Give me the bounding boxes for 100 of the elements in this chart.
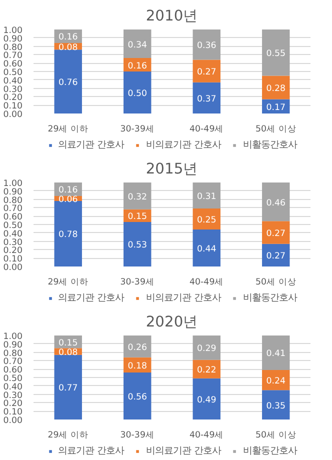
x-tick-label: 50세 이상	[255, 278, 296, 288]
data-label: 0.26	[128, 342, 148, 353]
y-tick-label: 0.70	[3, 357, 23, 368]
data-label: 0.16	[58, 186, 78, 196]
y-tick-label: 0.80	[3, 196, 23, 206]
x-tick-label: 40-49세	[190, 278, 224, 288]
y-tick-label: 0.40	[3, 229, 23, 240]
legend-label: 비활동간호사	[242, 138, 297, 152]
y-tick-label: 0.30	[3, 238, 23, 248]
y-tick-label: 0.30	[3, 84, 23, 95]
bar	[192, 60, 220, 82]
chart-title: 2020년	[146, 314, 198, 330]
bar	[124, 336, 152, 358]
y-tick-label: 0.50	[3, 68, 23, 78]
legend-label: 의료기관 간호사	[58, 138, 124, 152]
data-label: 0.16	[58, 32, 78, 43]
y-tick-label: 0.70	[3, 204, 23, 214]
data-label: 0.77	[58, 384, 78, 394]
x-tick-label: 30-39세	[120, 430, 154, 440]
data-label: 0.44	[196, 244, 217, 255]
y-tick-label: 0.10	[3, 102, 23, 112]
y-tick-label: 0.90	[3, 340, 23, 350]
data-label: 0.29	[196, 344, 216, 354]
data-label: 0.15	[58, 338, 78, 348]
y-tick-label: 0.20	[3, 399, 23, 410]
x-tick-label: 40-49세	[190, 124, 224, 134]
y-tick-label: 0.30	[3, 390, 23, 401]
data-label: 0.50	[128, 89, 148, 99]
bar	[192, 208, 220, 230]
x-tick-label: 50세 이상	[255, 124, 296, 134]
bar	[262, 390, 290, 420]
legend-label: 비의료기관 간호사	[146, 292, 221, 304]
bar	[124, 30, 152, 58]
y-tick-label: 0.00	[3, 416, 23, 426]
y-tick-label: 0.50	[3, 374, 23, 384]
data-label: 0.41	[266, 349, 286, 360]
bar	[192, 378, 220, 420]
chart-title: 2010년	[146, 8, 198, 24]
bar	[124, 222, 152, 266]
bar	[262, 221, 290, 244]
data-label: 0.25	[196, 216, 216, 226]
bar	[192, 30, 220, 60]
data-label: 0.32	[128, 192, 148, 202]
data-label: 0.27	[196, 68, 216, 78]
y-tick-label: 0.90	[3, 34, 23, 44]
bar	[54, 50, 82, 114]
x-tick-label: 40-49세	[190, 430, 224, 440]
x-tick-label: 30-39세	[120, 124, 154, 134]
legend-label: 비의료기관 간호사	[146, 444, 221, 458]
data-label: 0.56	[128, 392, 148, 402]
y-tick-label: 1.00	[3, 332, 23, 342]
bar	[192, 230, 220, 266]
data-label: 0.35	[266, 401, 286, 412]
data-label: 0.24	[266, 376, 286, 387]
y-tick-label: 0.00	[3, 263, 23, 273]
y-tick-label: 0.20	[3, 246, 23, 256]
legend-label: 비활동간호사	[242, 292, 297, 304]
y-tick-label: 0.50	[3, 221, 23, 231]
x-tick-label: 30-39세	[120, 278, 154, 288]
y-tick-label: 1.00	[3, 26, 23, 36]
bar	[54, 354, 82, 420]
y-tick-label: 0.40	[3, 76, 23, 86]
data-label: 0.34	[128, 40, 148, 50]
data-label: 0.49	[196, 395, 216, 406]
y-tick-label: 0.70	[3, 51, 23, 62]
x-tick-label: 50세 이상	[255, 430, 296, 440]
x-tick-label: 29세 이하	[48, 430, 89, 440]
bar	[124, 182, 152, 210]
bar	[124, 372, 152, 420]
y-tick-label: 0.60	[3, 366, 23, 376]
bar	[262, 336, 290, 370]
bar	[262, 182, 290, 222]
data-label: 0.16	[128, 61, 148, 72]
data-label: 0.27	[266, 228, 286, 239]
y-tick-label: 0.60	[3, 212, 23, 223]
data-label: 0.78	[58, 230, 78, 240]
y-tick-label: 0.90	[3, 187, 23, 198]
y-tick-label: 1.00	[3, 179, 23, 189]
data-label: 0.53	[128, 240, 148, 251]
data-label: 0.31	[196, 192, 216, 202]
y-tick-label: 0.80	[3, 42, 23, 53]
y-tick-label: 0.20	[3, 93, 23, 104]
bar	[192, 82, 220, 114]
y-tick-label: 0.40	[3, 382, 23, 392]
data-label: 0.15	[128, 212, 148, 222]
y-tick-label: 0.60	[3, 60, 23, 70]
legend-label: 비활동간호사	[242, 444, 297, 458]
bar	[262, 244, 290, 266]
data-label: 0.37	[196, 94, 216, 104]
bar	[192, 182, 220, 209]
y-tick-label: 0.10	[3, 408, 23, 418]
data-label: 0.18	[128, 361, 148, 372]
y-tick-label: 0.00	[3, 110, 23, 120]
data-label: 0.55	[266, 49, 286, 60]
chart-title: 2015년	[146, 160, 198, 178]
bar	[192, 336, 220, 360]
data-label: 0.76	[58, 78, 78, 88]
legend-label: 의료기관 간호사	[58, 444, 124, 458]
x-tick-label: 29세 이하	[48, 124, 89, 134]
data-label: 0.27	[266, 252, 286, 262]
